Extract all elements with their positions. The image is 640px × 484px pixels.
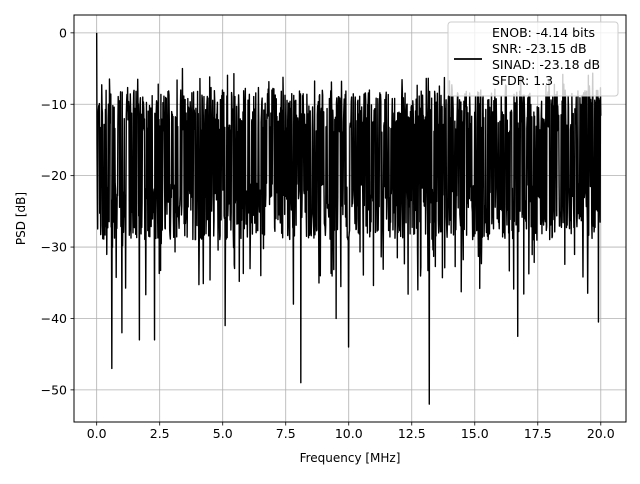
x-tick-label: 7.5 — [276, 426, 296, 441]
legend-sfdr: SFDR: 1.3 — [492, 73, 553, 88]
x-tick-label: 10.0 — [335, 426, 363, 441]
x-tick-label: 12.5 — [398, 426, 426, 441]
y-tick-label: −10 — [41, 97, 67, 112]
x-tick-label: 2.5 — [150, 426, 170, 441]
legend-snr: SNR: -23.15 dB — [492, 41, 587, 56]
x-tick-label: 20.0 — [587, 426, 615, 441]
y-tick-label: −50 — [41, 382, 67, 397]
y-tick-label: −30 — [41, 240, 67, 255]
plot-frame — [73, 14, 627, 423]
y-tick-label: −40 — [41, 311, 67, 326]
x-tick-label: 15.0 — [461, 426, 489, 441]
legend: ENOB: -4.14 bits SNR: -23.15 dB SINAD: -… — [447, 21, 619, 97]
tick-group: 0.0 2.5 5.0 7.5 10.0 12.5 15.0 17.5 20.0 0 −10 −20 −… — [41, 25, 615, 441]
legend-box — [447, 21, 619, 97]
y-axis-label: PSD [dB] — [14, 192, 28, 245]
x-tick-label: 17.5 — [524, 426, 552, 441]
legend-enob: ENOB: -4.14 bits — [492, 25, 595, 40]
y-tick-label: −20 — [41, 168, 67, 183]
y-tick-label: 0 — [59, 25, 67, 40]
x-axis-label: Frequency [MHz] — [300, 451, 401, 465]
legend-sinad: SINAD: -23.18 dB — [492, 57, 600, 72]
x-tick-label: 5.0 — [213, 426, 233, 441]
x-tick-label: 0.0 — [87, 426, 107, 441]
